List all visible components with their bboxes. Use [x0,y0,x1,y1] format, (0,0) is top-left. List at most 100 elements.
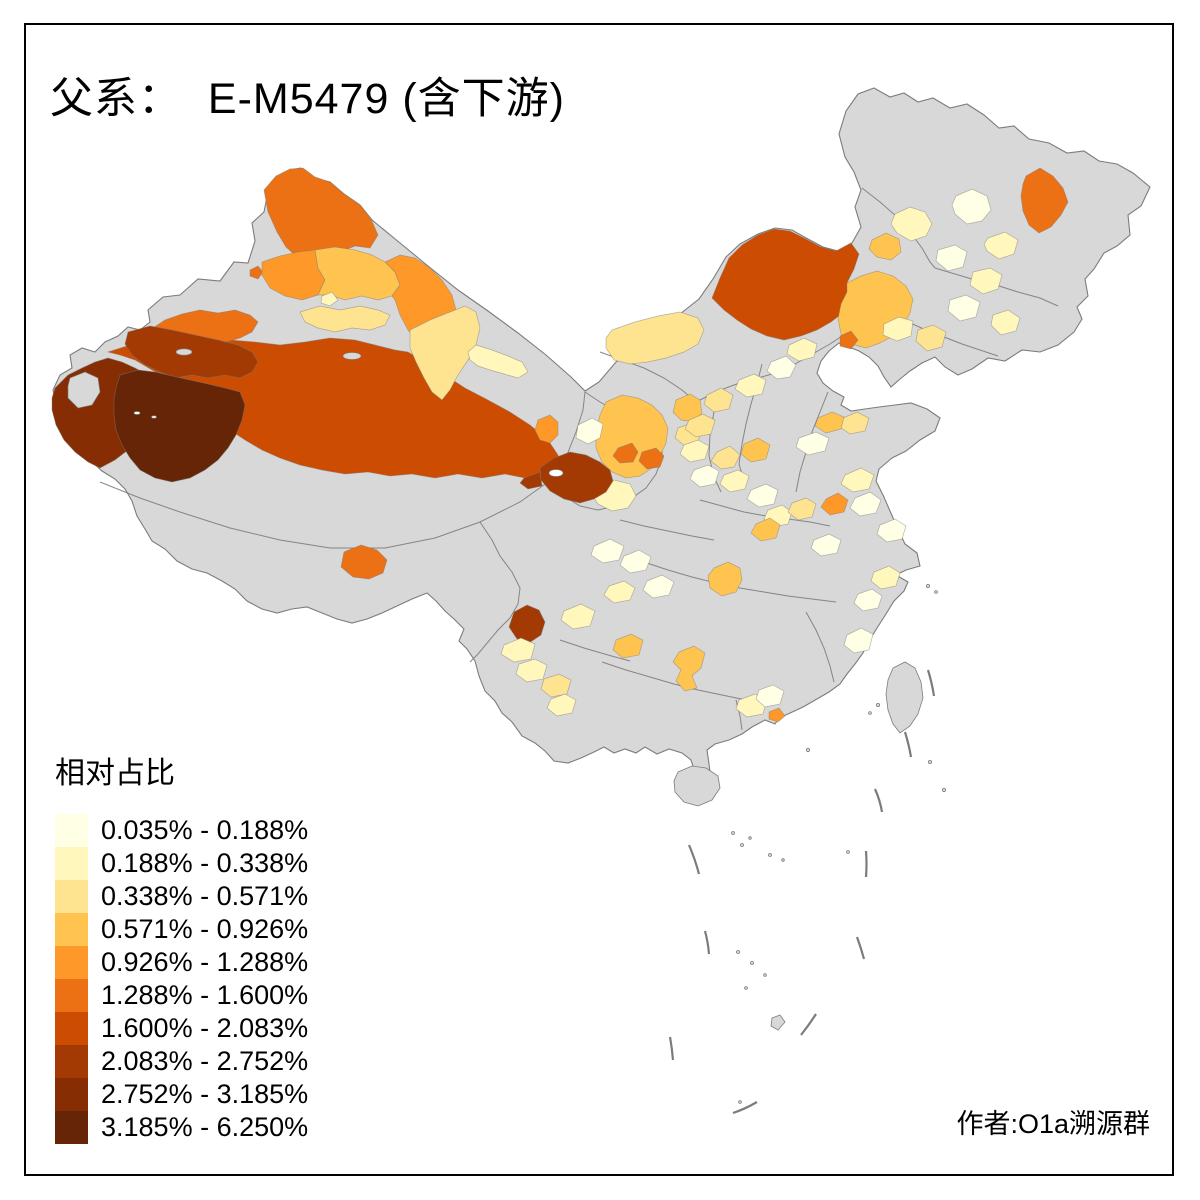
map-region-patch [935,244,968,272]
map-region-patch [515,658,548,683]
map-region-patch [755,684,785,708]
nine-dash-line-segment [873,788,884,813]
map-region-patch [786,337,818,362]
legend-row: 1.288% - 1.600% [55,979,308,1012]
island-dot [926,584,931,589]
map-region-patch [795,431,830,456]
legend-swatch [55,847,88,880]
map-region-patch [707,561,743,597]
map-region-patch [689,464,720,488]
map-region-patch [603,580,636,604]
legend-label: 0.338% - 0.571% [101,881,309,911]
map-region-patch [590,538,625,564]
legend-row: 0.338% - 0.571% [55,880,308,913]
map-region-patch [882,316,914,342]
legend-swatch [55,814,88,847]
map-region-patch [787,497,817,521]
legend-label: 1.600% - 2.083% [101,1013,309,1043]
page-title: 父系： E-M5479 (含下游) [50,75,565,123]
map-region-patch [766,355,797,380]
map-region-patch [642,574,675,599]
map-region-patch [814,411,845,434]
island-dot [763,973,767,977]
map-region-patch [768,707,786,723]
hotan-lake [133,411,141,415]
map-region-patch [539,451,614,504]
island-dot [942,788,947,793]
map-region-patch [500,637,536,663]
map-region-patch [684,413,716,438]
legend-label: 1.288% - 1.600% [101,980,309,1010]
map-region-patch [320,291,339,307]
legend: 相对占比 0.035% - 0.188% 0.188% - 0.338% 0.3… [55,748,308,1144]
island-dot [736,950,740,954]
nine-dash-line [668,669,936,1115]
map-region-patch [546,693,577,717]
legend-row: 2.752% - 3.185% [55,1078,308,1111]
island-dot [934,590,938,594]
map-region-patch [314,246,401,301]
map-region-patch [746,483,779,508]
map-region-patch [853,588,883,612]
nine-dash-line-segment [668,1036,675,1061]
map-region-patch [575,417,604,445]
legend-swatch [55,880,88,913]
map-region-patch [534,414,559,444]
island-dot [750,961,754,965]
map-region-patch [876,518,907,543]
map-region-patch [508,604,546,644]
map-region-patch [915,324,947,352]
legend-label: 0.571% - 0.926% [101,914,309,944]
legend-row: 3.185% - 6.250% [55,1111,308,1144]
legend-label: 0.926% - 1.288% [101,947,309,977]
map-region-patch [605,311,705,365]
islands [673,584,947,1104]
map-region-patch [679,439,710,463]
map-region-patch [969,267,1003,295]
legend-swatch [55,1045,88,1078]
map-region-patch [947,294,981,322]
island-dot [744,986,748,990]
map-region-patch [467,344,529,379]
map-region-patch [703,387,734,413]
legend-row: 0.926% - 1.288% [55,946,308,979]
nine-dash-line-segment [855,936,866,960]
legend-swatch [55,1078,88,1111]
nine-dash-line-segment [687,844,701,875]
legend-label: 3.185% - 6.250% [101,1112,309,1142]
taiwan-island [885,661,924,734]
kashgar-gray-inset [67,371,101,409]
map-region-patch [719,469,750,493]
island-dot [738,1100,742,1104]
legend-row: 0.188% - 0.338% [55,847,308,880]
qinghai-lake [548,469,564,477]
map-region-patch [840,467,875,493]
island-dot [806,748,811,753]
map-region-patch [843,627,874,654]
nine-dash-line-segment [703,930,711,955]
map-region-patch [849,491,882,517]
map-region-patch [540,673,572,698]
bosten-lake [342,352,362,360]
legend-label: 0.188% - 0.338% [101,848,309,878]
legend-swatch [55,1012,88,1045]
map-region-patch [113,369,246,483]
legend-row: 0.571% - 0.926% [55,913,308,946]
map-region-patch [839,330,859,350]
hainan-island [673,765,721,807]
map-region-patch [990,309,1021,336]
legend-title: 相对占比 [55,757,175,790]
map-region-patch [249,265,264,280]
legend-swatch [55,913,88,946]
legend-label: 2.752% - 3.185% [101,1079,309,1109]
legend-swatch [55,979,88,1012]
map-region-patch [560,603,596,630]
map-region-patch [868,232,902,261]
map-region-patch [810,533,842,557]
island-dot [748,836,752,840]
map-region-patch [1020,167,1069,234]
map-region-patch [299,305,391,333]
map-region-patch [619,549,652,574]
island-dot [768,853,772,857]
